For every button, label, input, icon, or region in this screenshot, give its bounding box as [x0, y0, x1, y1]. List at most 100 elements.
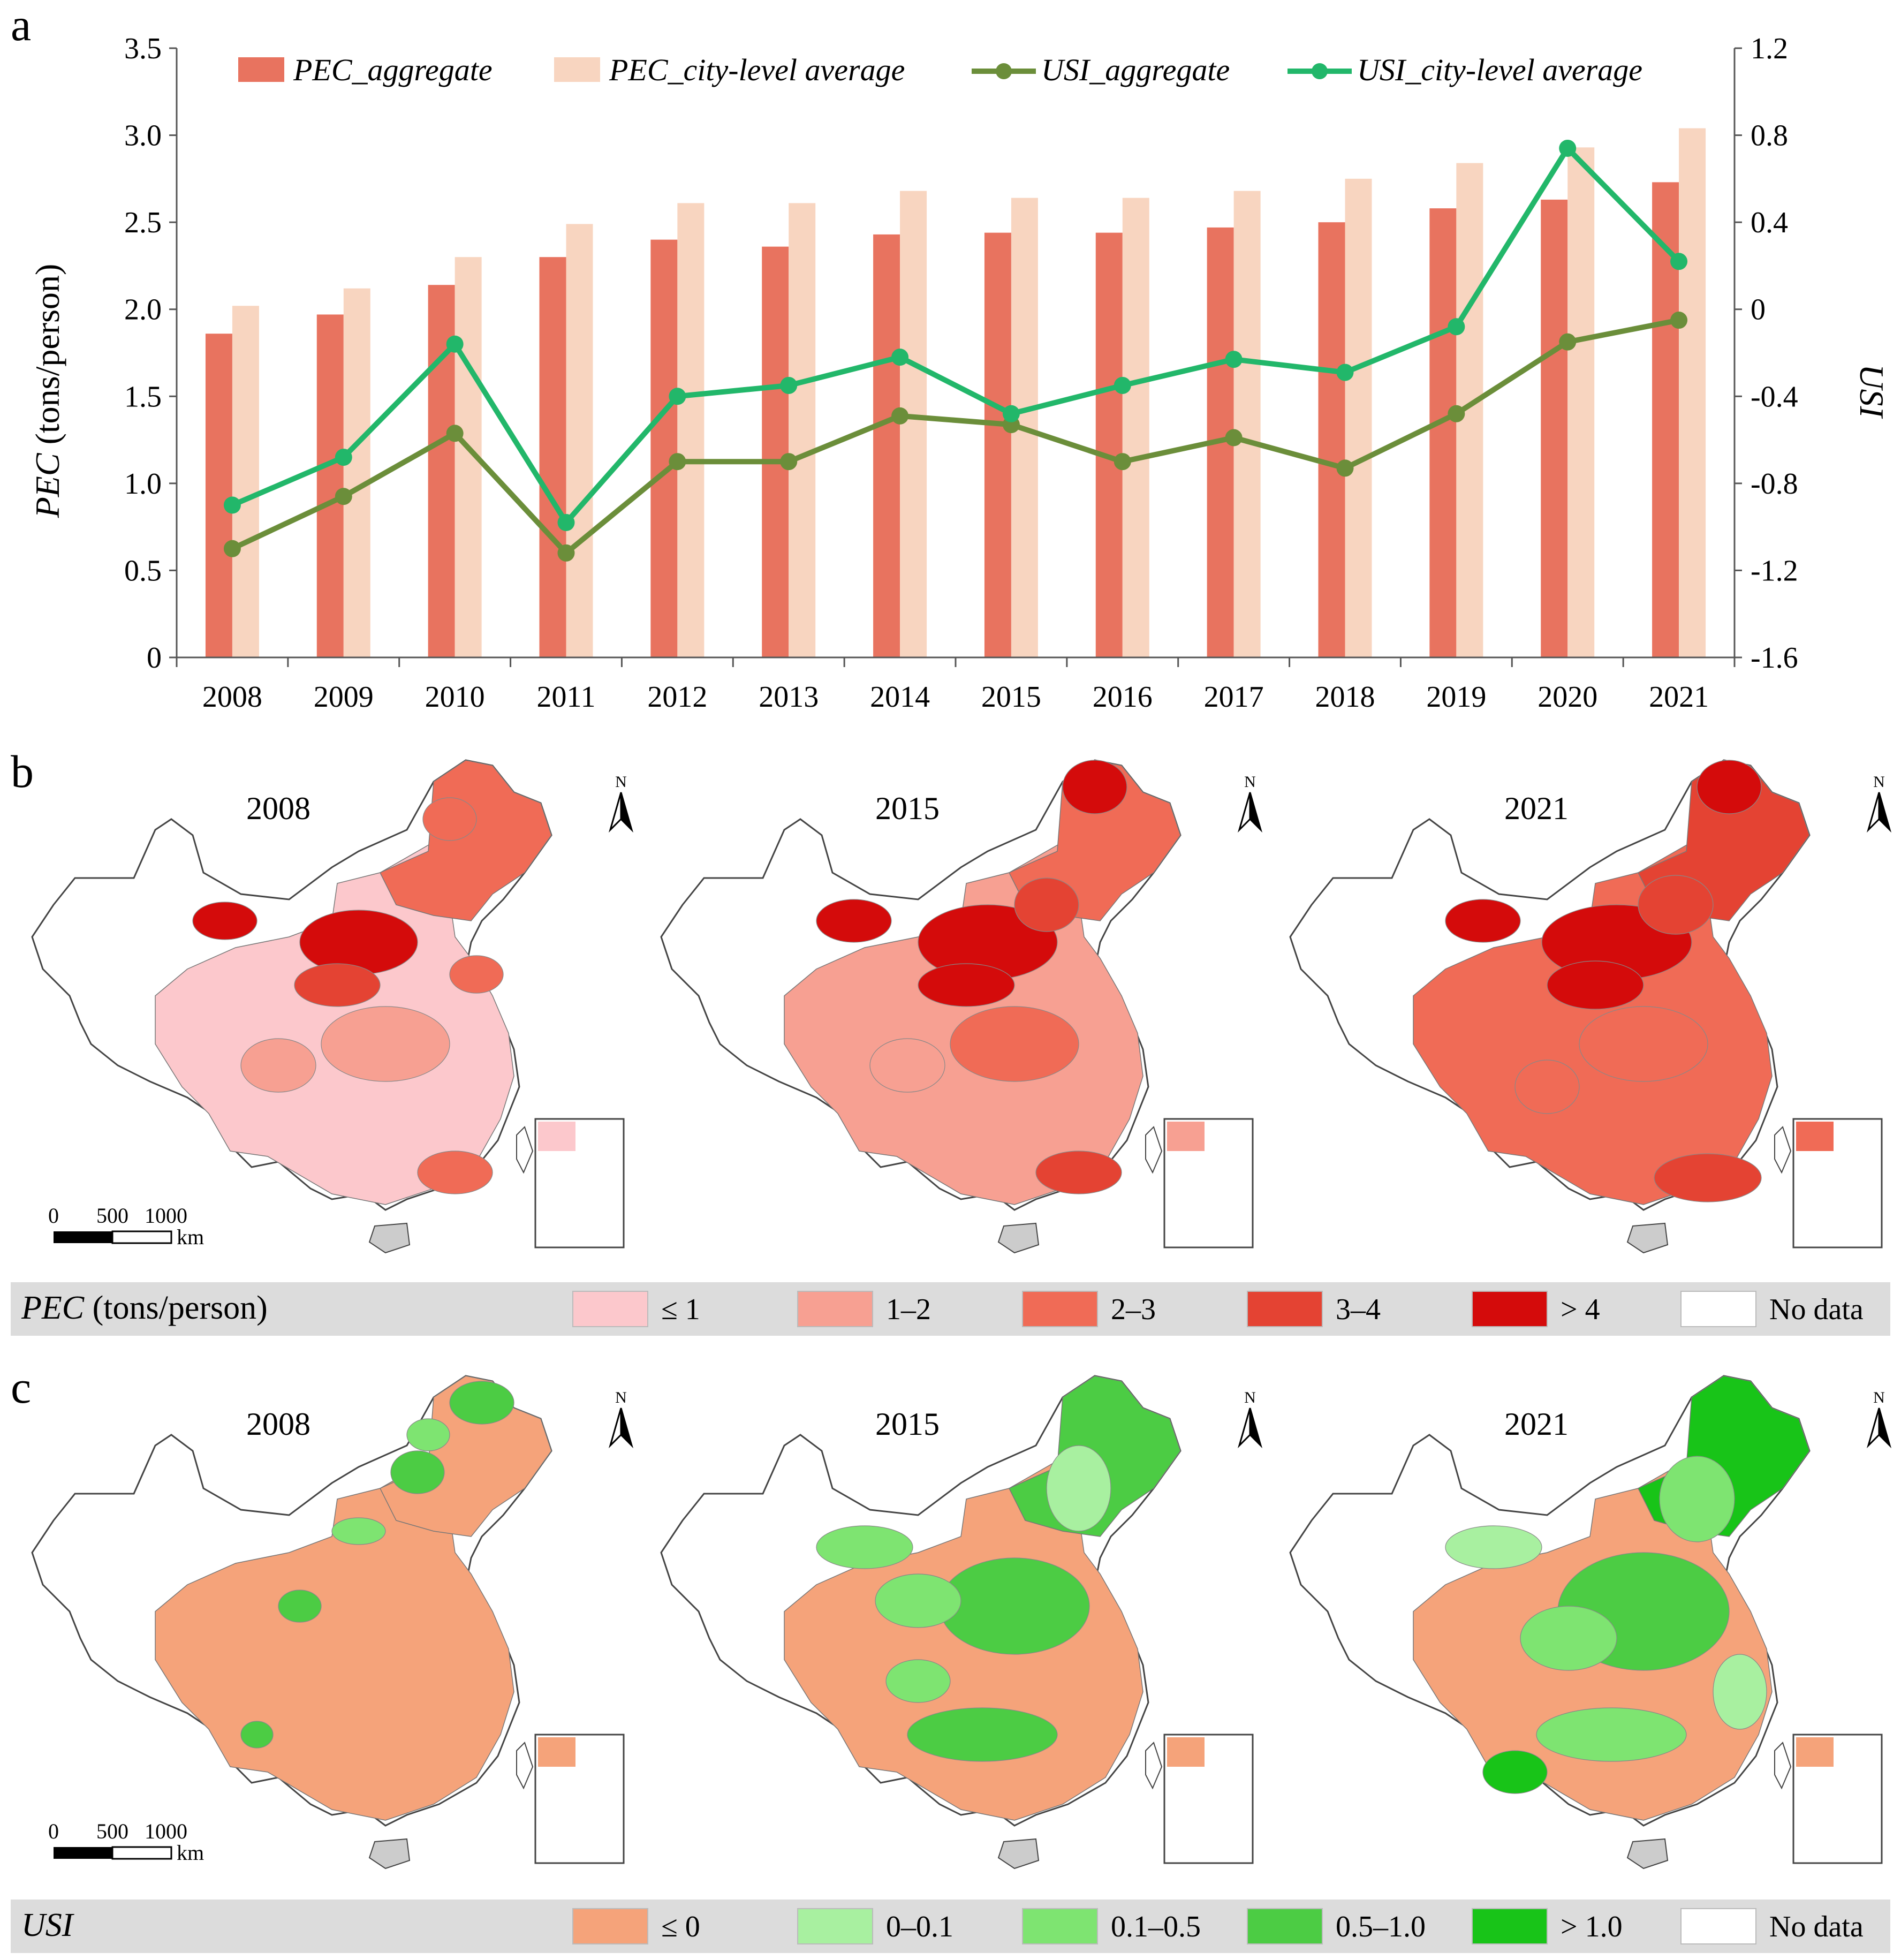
- taiwan-island: [1774, 1742, 1792, 1790]
- usi-legend-swatch-5: [1680, 1908, 1756, 1944]
- northeast-region: [379, 1375, 552, 1537]
- region-patch: [1482, 1750, 1548, 1794]
- usi-map-2015: 2015 N: [660, 1375, 1263, 1870]
- x-tick-label: 2010: [425, 680, 485, 714]
- usi-legend-label-4: > 1.0: [1561, 1910, 1623, 1943]
- point-usi-aggregate-2008: [223, 540, 241, 557]
- north-arrow-left: [1866, 792, 1880, 833]
- bar-pec-city-level-average-2013: [789, 203, 816, 657]
- x-tick-label: 2012: [647, 680, 707, 714]
- point-usi-city-level-average-2011: [557, 514, 575, 532]
- point-usi-aggregate-2019: [1448, 405, 1465, 422]
- y-tick-label: 3.0: [124, 119, 162, 153]
- region-patch: [406, 1418, 450, 1451]
- region-patch: [294, 963, 381, 1007]
- legend-label-pec-aggregate: PEC_aggregate: [293, 52, 493, 87]
- region-patch: [1713, 1654, 1767, 1730]
- region-patch: [816, 899, 892, 943]
- x-tick-label: 2008: [202, 680, 262, 714]
- point-usi-aggregate-2012: [669, 453, 686, 471]
- legend-swatch-pec-aggregate: [238, 57, 284, 82]
- scale-label: 0: [48, 1819, 59, 1843]
- bar-pec-aggregate-2020: [1541, 199, 1568, 658]
- point-usi-city-level-average-2012: [669, 388, 686, 405]
- usi-legend-swatch-4: [1472, 1908, 1548, 1944]
- taiwan-island: [1774, 1126, 1792, 1174]
- north-arrow-left: [1237, 792, 1251, 833]
- north-arrow-right: [1878, 1407, 1892, 1449]
- taiwan-island: [516, 1126, 534, 1174]
- y-tick-label: 0: [147, 641, 162, 675]
- map-year-label: 2008: [246, 1406, 310, 1442]
- region-patch: [331, 1517, 386, 1545]
- usi-map-2021: 2021 N: [1289, 1375, 1892, 1870]
- north-label: N: [1244, 773, 1256, 791]
- panel-c-label: c: [11, 1361, 31, 1413]
- region-patch: [1014, 877, 1079, 932]
- region-patch: [885, 1659, 951, 1703]
- scale-bar-white: [111, 1230, 172, 1244]
- north-label: N: [1873, 773, 1885, 791]
- usi-legend-swatch-2: [1022, 1908, 1098, 1944]
- point-usi-city-level-average-2017: [1225, 351, 1243, 368]
- pec-map-2015: 2015 N: [660, 759, 1263, 1254]
- y-axis-title-rest: (tons/person): [28, 264, 66, 453]
- bar-pec-city-level-average-2021: [1679, 128, 1706, 657]
- usi-legend-swatch-3: [1247, 1908, 1323, 1944]
- bar-pec-aggregate-2008: [205, 334, 232, 657]
- north-arrow-left: [1866, 1407, 1880, 1449]
- usi-legend-label-2: 0.1–0.5: [1111, 1910, 1201, 1943]
- bar-pec-city-level-average-2016: [1122, 198, 1149, 657]
- x-tick-label: 2021: [1649, 680, 1709, 714]
- taiwan-island: [516, 1742, 534, 1790]
- pec-legend-label-5: No data: [1769, 1293, 1864, 1326]
- region-patch: [1638, 875, 1714, 935]
- scale-label: 1000: [145, 1819, 187, 1843]
- y2-tick-label: -1.2: [1751, 554, 1798, 587]
- region-patch: [918, 963, 1015, 1007]
- hainan-island: [368, 1222, 411, 1254]
- region-patch: [1536, 1707, 1687, 1762]
- point-usi-aggregate-2010: [446, 425, 464, 442]
- region-patch: [1654, 1153, 1762, 1202]
- chart-legend: PEC_aggregate PEC_city-level average USI…: [238, 52, 1642, 87]
- usi-pec-chart: a 0 0.5 1.0 1.5 2.0 2.5 3.0 3.5 -1.6 -1.2 -0.8 -0.4…: [11, 0, 1891, 714]
- region-patch: [939, 1557, 1090, 1655]
- y-tick-label: 1.5: [124, 380, 162, 413]
- point-usi-city-level-average-2016: [1114, 376, 1131, 394]
- legend-marker-usi-aggregate: [996, 63, 1012, 79]
- bar-pec-city-level-average-2014: [900, 191, 927, 657]
- hainan-island: [368, 1838, 411, 1870]
- region-patch: [240, 1038, 316, 1093]
- north-arrow-right: [620, 1407, 634, 1449]
- pec-legend-swatch-0: [572, 1291, 648, 1327]
- region-patch: [417, 1151, 493, 1194]
- inset-fill: [1796, 1122, 1834, 1151]
- scale-label: 1000: [145, 1204, 187, 1228]
- x-tick-label: 2011: [537, 680, 596, 714]
- region-patch: [449, 1381, 514, 1425]
- scale-bar-black: [54, 1847, 112, 1859]
- usi-legend-bar: [11, 1900, 1890, 1953]
- region-patch: [1046, 1445, 1111, 1532]
- x-tick-label: 2016: [1093, 680, 1153, 714]
- hainan-island: [997, 1838, 1040, 1870]
- x-tick-label: 2019: [1426, 680, 1486, 714]
- y2-tick-label: 0.8: [1751, 119, 1788, 153]
- bar-pec-aggregate-2014: [873, 234, 900, 658]
- x-tick-label: 2015: [981, 680, 1041, 714]
- pec-legend-label-0: ≤ 1: [661, 1293, 700, 1326]
- bar-pec-aggregate-2016: [1095, 232, 1123, 657]
- x-tick-label: 2020: [1538, 680, 1597, 714]
- y2-tick-label: 0: [1751, 293, 1766, 327]
- point-usi-city-level-average-2008: [223, 496, 241, 514]
- scale-bar-white: [111, 1846, 172, 1860]
- pec-legend-title: PEC (tons/person): [21, 1290, 268, 1326]
- inset-fill: [538, 1737, 575, 1767]
- y2-tick-label: 0.4: [1751, 206, 1788, 239]
- scale-unit: km: [177, 1841, 204, 1865]
- y-tick-label: 2.5: [124, 206, 162, 239]
